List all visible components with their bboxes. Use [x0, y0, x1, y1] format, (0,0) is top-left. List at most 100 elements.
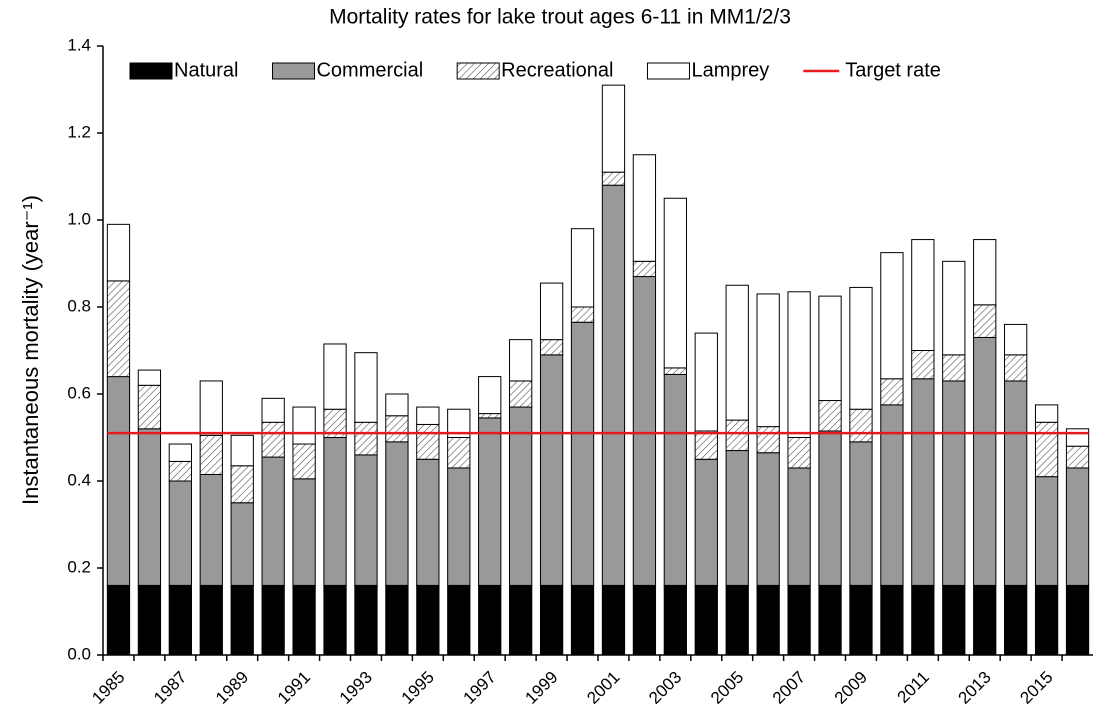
bar-segment	[818, 295, 842, 402]
bar-segment	[725, 284, 749, 421]
bar-segment	[725, 450, 749, 586]
bar-segment	[911, 378, 935, 586]
x-tick-label: 2015	[1016, 668, 1056, 708]
bar-segment	[354, 421, 378, 456]
bar-segment	[354, 584, 378, 656]
bar-segment	[416, 423, 440, 460]
bar-segment	[478, 376, 502, 415]
bar-segment	[601, 584, 626, 656]
chart-title: Mortality rates for lake trout ages 6-11…	[329, 6, 791, 29]
bar-segment	[756, 426, 780, 454]
bar-segment	[663, 197, 687, 369]
bar-segment	[1065, 467, 1090, 586]
bar-segment	[818, 400, 842, 432]
bar-segment	[261, 584, 285, 656]
bar-segment	[137, 428, 162, 586]
bar-segment	[385, 415, 409, 443]
bar-segment	[725, 584, 749, 656]
bar-segment	[1004, 380, 1028, 586]
bar-segment	[849, 584, 873, 656]
legend-label: Target rate	[845, 59, 941, 81]
bar-segment	[880, 584, 904, 656]
bar-segment	[849, 286, 873, 410]
bar-segment	[787, 291, 811, 438]
bar-segment	[911, 239, 935, 351]
bar-segment	[694, 430, 718, 460]
bar-segment	[756, 293, 780, 428]
x-tick-label: 2001	[583, 668, 623, 708]
bar-segment	[942, 260, 966, 356]
bar-segment	[261, 397, 285, 423]
bar-segment	[354, 454, 378, 586]
bar-segment	[570, 228, 595, 308]
x-tick-label: 1991	[274, 668, 314, 708]
bar-segment	[725, 419, 749, 452]
bar-segment	[230, 584, 254, 656]
x-tick-label: 2007	[769, 668, 809, 708]
bar-segment	[416, 406, 440, 425]
bar-segment	[137, 384, 162, 430]
bar-segment	[539, 282, 564, 341]
bar-segment	[694, 332, 718, 432]
bar-segment	[137, 584, 162, 656]
legend-swatch	[129, 62, 173, 80]
bar-segment	[787, 437, 811, 469]
bar-segment	[973, 304, 997, 338]
bar-segment	[942, 380, 966, 586]
bar-segment	[509, 584, 533, 656]
bar-segment	[1034, 476, 1059, 586]
bar-segment	[663, 584, 687, 656]
y-tick-label: 0.8	[67, 296, 91, 315]
bar-segment	[354, 352, 378, 423]
bar-segment	[106, 584, 131, 656]
bar-segment	[292, 443, 316, 480]
bar-segment	[385, 393, 409, 417]
bar-segment	[261, 456, 285, 586]
bar-segment	[1034, 421, 1059, 478]
bar-segment	[1004, 584, 1028, 656]
x-tick-label: 2011	[894, 668, 933, 707]
bar-segment	[756, 584, 780, 656]
bar-segment	[230, 502, 254, 586]
bar-segment	[787, 584, 811, 656]
bar-segment	[509, 380, 533, 408]
bar-segment	[1034, 404, 1059, 423]
bar-segment	[168, 584, 192, 656]
x-tick-label: 1999	[521, 668, 561, 708]
bar-segment	[199, 380, 223, 436]
bar-segment	[323, 584, 347, 656]
legend-label: Natural	[174, 59, 238, 81]
bar-segment	[880, 252, 904, 380]
y-tick-label: 1.0	[67, 209, 91, 228]
bar-segment	[1004, 323, 1028, 356]
bar-segment	[106, 376, 131, 586]
bar-segment	[168, 460, 192, 482]
y-tick-label: 0.4	[67, 470, 91, 489]
bar-segment	[261, 421, 285, 458]
bar-segment	[106, 280, 131, 378]
legend-label: Recreational	[501, 59, 613, 81]
bar-segment	[416, 458, 440, 586]
bar-segment	[539, 584, 564, 656]
bar-segment	[818, 584, 842, 656]
bar-segment	[539, 354, 564, 586]
bar-segment	[911, 584, 935, 656]
x-tick-label: 1987	[150, 668, 190, 708]
bar-segment	[818, 430, 842, 586]
bar-segment	[478, 413, 502, 419]
bar-segment	[385, 441, 409, 586]
bar-segment	[694, 584, 718, 656]
bar-segment	[942, 354, 966, 382]
legend-label: Commercial	[316, 59, 423, 81]
y-tick-label: 1.2	[67, 122, 91, 141]
bar-segment	[509, 339, 533, 382]
x-tick-label: 1995	[398, 668, 438, 708]
bar-segment	[323, 437, 347, 586]
bar-segment	[230, 434, 254, 467]
bar-segment	[447, 467, 471, 586]
legend-swatch	[271, 62, 315, 80]
bar-segment	[168, 480, 192, 586]
bar-segment	[601, 184, 626, 586]
bar-segment	[601, 84, 626, 173]
bar-segment	[447, 584, 471, 656]
